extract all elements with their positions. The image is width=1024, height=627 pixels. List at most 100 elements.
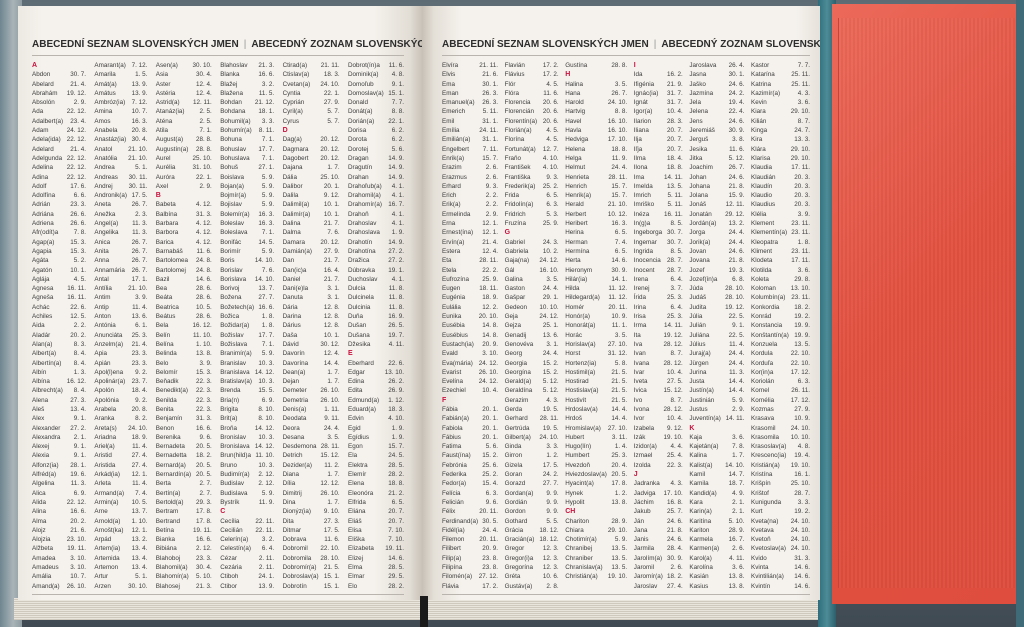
name-entry: Alexej 9. 1. xyxy=(32,442,86,451)
name: Dília xyxy=(282,480,296,488)
name-day-date: 28. 11. xyxy=(539,415,559,423)
name-day-date: 21. 3. xyxy=(258,62,275,69)
name: Blanka xyxy=(220,71,240,79)
name-column: Blahoslav 21. 3. Blanka 16. 6. Blažej 3. 2. Bl… xyxy=(220,61,274,591)
name: Klodeta xyxy=(751,257,773,265)
name-day-date: 12. 4. xyxy=(323,350,340,358)
name-day-date: 25. 3. xyxy=(667,294,683,302)
name: Jürgen xyxy=(689,359,709,367)
name-entry: Hyacint(a) 17. 8. xyxy=(565,479,627,488)
name-day-date: 21. 11. xyxy=(479,62,498,69)
name: Eusébius xyxy=(442,331,468,339)
name: Alina xyxy=(32,508,47,516)
name: Bartolomea xyxy=(155,257,188,265)
name-day-date: 6. 3. xyxy=(546,201,559,209)
name-day-date: 1. 11. xyxy=(324,405,340,413)
name-day-date: 6. 4. xyxy=(261,545,275,553)
name: Elemír xyxy=(348,471,367,479)
name-entry: Iliana 20. 7. xyxy=(634,126,683,135)
name-day-date: 14. 6. xyxy=(794,564,810,572)
name-day-date: 11. 1. xyxy=(611,322,628,330)
name-entry: Asen(a) 30. 10. xyxy=(156,61,212,70)
name-day-date: 22. 11. xyxy=(255,517,275,525)
name-entry: Fidél(ia) 24. 4. xyxy=(442,526,498,535)
name-day-date: 22. 1. xyxy=(388,117,404,125)
name-day-date: 24. 10. xyxy=(607,99,628,107)
name: Kazimír(a) xyxy=(751,89,781,97)
name-day-date: 13. 7. xyxy=(258,285,275,293)
name-entry: Blahomír(a) 5. 10. xyxy=(156,572,212,581)
name-day-date: 12. 1. xyxy=(482,229,498,237)
name-entry: Abelard 21. 4. xyxy=(32,80,86,89)
name-day-date: 21. 7. xyxy=(323,220,340,228)
name-entry: Achác 22. 6. xyxy=(32,303,86,312)
name-entry: Bojislav 5. 9. xyxy=(220,200,274,209)
name: Jazmína xyxy=(689,89,714,97)
name: Írida xyxy=(633,294,647,302)
name-day-date: 4. 11. xyxy=(388,340,404,348)
name-entry: Hromislav(a) 27. 10. xyxy=(565,424,627,433)
name-day-date: 14. 9. xyxy=(388,164,404,172)
name-day-date: 3. 1. xyxy=(327,285,340,293)
name-day-date: 20. 12. xyxy=(320,136,340,144)
name-day-date: 9. 1. xyxy=(73,452,86,460)
name-day-date: 27. 2. xyxy=(70,424,86,432)
name-day-date: 9. 1. xyxy=(391,80,404,88)
name: Dita xyxy=(282,517,294,525)
name-day-date: 28. 6. xyxy=(196,285,212,293)
name-day-date: 24. 10. xyxy=(128,424,148,432)
name: Donald xyxy=(348,99,368,107)
name-entry: Dragutín 14. 9. xyxy=(348,163,404,172)
name: Eliána xyxy=(348,508,366,516)
name-entry: Augustín(a) 28. 8. xyxy=(156,145,212,154)
name: Alma xyxy=(32,517,47,525)
name: Katarína xyxy=(751,71,775,79)
name: Evelína xyxy=(442,378,464,386)
name-entry: Bojmír(a) 5. 9. xyxy=(220,191,274,200)
name-day-date: 28. 6. xyxy=(196,313,212,321)
name: Galina xyxy=(504,275,523,283)
name: Amos xyxy=(94,117,111,125)
name-day-date: 29. 10. xyxy=(790,145,810,153)
footer-rule xyxy=(32,594,404,595)
name-entry: Horác 3. 5. xyxy=(565,331,627,340)
name-entry: Gustína 28. 8. xyxy=(565,61,627,70)
name-entry: Alan(a) 8. 3. xyxy=(32,340,86,349)
name: Inocencia xyxy=(633,257,661,265)
name-day-date: 4. 8. xyxy=(797,443,810,451)
name: Johana xyxy=(689,182,711,190)
name: Bohumír(a) xyxy=(220,127,252,135)
name-entry: Dária 12. 8. xyxy=(283,303,340,312)
name-day-date: 24. 6. xyxy=(728,247,745,255)
name-day-date: 1. 2. xyxy=(546,452,559,460)
name-entry: Ilja 20. 7. xyxy=(634,135,683,144)
name-entry: Jadranka 4. 3. xyxy=(634,479,683,488)
name-entry: Korduľa 22. 10. xyxy=(751,359,810,368)
name: Eustach(ia) xyxy=(442,340,474,348)
name-entry: Faust(ína) 15. 2. xyxy=(442,451,498,460)
name-day-date: 26. 10. xyxy=(320,396,340,404)
name-entry: Ernest(ína) 12. 1. xyxy=(442,228,498,237)
name: Chiara xyxy=(565,526,584,534)
name-day-date: 20. 5. xyxy=(196,443,212,451)
name: Fábius xyxy=(442,433,461,441)
name-day-date: 25. 1. xyxy=(542,322,559,330)
name-day-date: 22. 4. xyxy=(728,108,745,116)
name-entry: Kvetoslav(a) 24. 10. xyxy=(751,544,810,553)
name-entry: Hviezdoslav(a) 20. 5. xyxy=(565,470,627,479)
name-entry: Christián(a) 19. 10. xyxy=(565,572,627,581)
name-column: Jaroslava 26. 4. Jasna 30. 1. Jaško 24. 6. Jaz… xyxy=(689,61,744,591)
name: Judita xyxy=(689,303,707,311)
name-entry: Horislav(a) 27. 10. xyxy=(565,340,627,349)
name: Hedviga xyxy=(565,136,589,144)
name: Adriána xyxy=(32,210,54,218)
name-day-date: 22. 10. xyxy=(790,359,810,367)
name-day-date: 12. 7. xyxy=(542,145,559,153)
name-day-date: 28. 8. xyxy=(196,145,212,153)
name: Florián(a) xyxy=(504,127,532,135)
name-day-date: 8. 3. xyxy=(73,340,86,348)
name-day-date: 27. 7. xyxy=(258,294,275,302)
name: Krasoslav(a) xyxy=(751,443,787,451)
name-entry: Erhard 9. 3. xyxy=(442,182,498,191)
name-entry: Ada 22. 12. xyxy=(32,107,86,116)
